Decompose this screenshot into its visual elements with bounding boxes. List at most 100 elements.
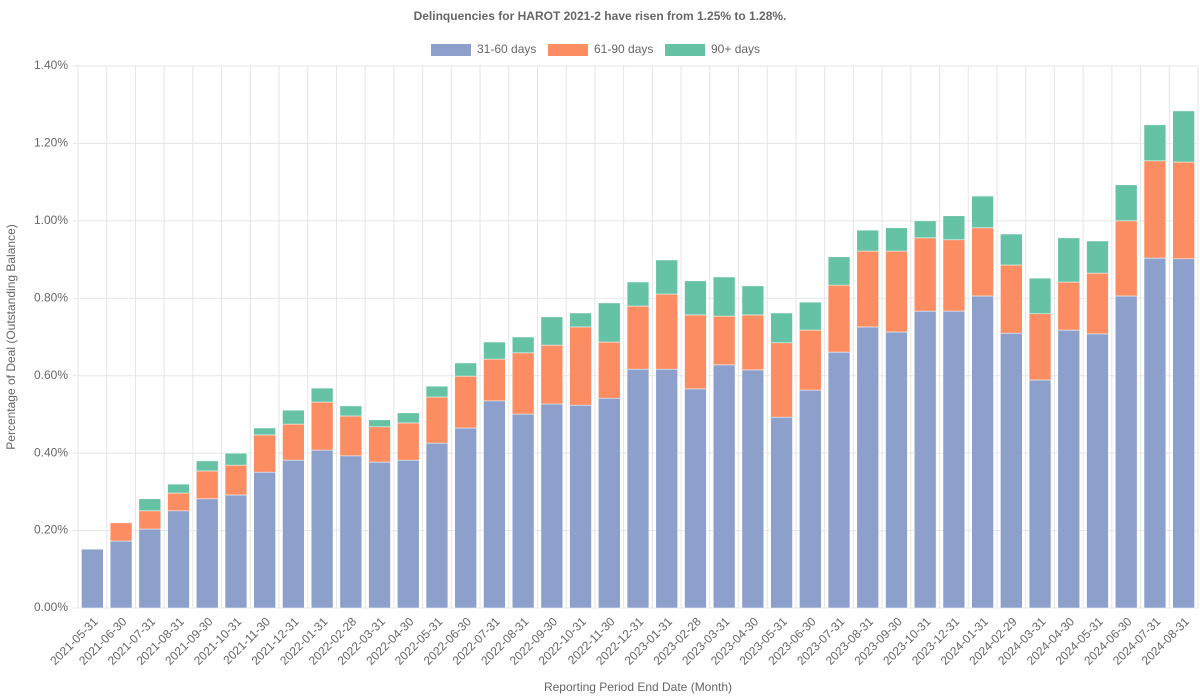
- bar-segment: [483, 400, 506, 609]
- bar-segment: [1172, 258, 1195, 609]
- bar-segment: [483, 358, 506, 402]
- bar-segment: [454, 375, 477, 429]
- bar-segment: [368, 461, 391, 609]
- bar-segment: [454, 362, 477, 377]
- bar-segment: [741, 369, 765, 609]
- bar-segment: [483, 341, 506, 360]
- bar-segment: [942, 310, 966, 609]
- bar-segment: [310, 401, 334, 451]
- bar-segment: [1143, 124, 1167, 162]
- bar-segment: [598, 302, 621, 343]
- bar-segment: [684, 280, 707, 316]
- bar-segment: [598, 341, 621, 399]
- bar-segment: [167, 510, 190, 609]
- legend-swatch[interactable]: [665, 44, 705, 56]
- bar-segment: [885, 250, 908, 333]
- bar-segment: [511, 352, 535, 415]
- bar-segment: [310, 387, 334, 403]
- bar-segment: [569, 326, 592, 406]
- bar-segment: [1000, 264, 1023, 334]
- legend-swatch[interactable]: [548, 44, 588, 56]
- bar-segment: [196, 470, 219, 500]
- bar-segment: [310, 449, 334, 609]
- bar-segment: [770, 416, 793, 609]
- y-tick-label: 1.40%: [34, 58, 68, 72]
- bar-segment: [224, 464, 248, 496]
- bar-segment: [914, 220, 937, 239]
- bar-segment: [511, 413, 535, 609]
- bar-segment: [942, 215, 966, 241]
- bar-segment: [712, 276, 736, 317]
- bar-segment: [540, 344, 564, 405]
- bar-segment: [971, 295, 994, 609]
- bar-segment: [1057, 281, 1080, 331]
- bar-segment: [425, 385, 449, 398]
- bar-segment: [942, 239, 966, 312]
- bar-segment: [684, 314, 707, 390]
- bar-segment: [1143, 257, 1167, 609]
- bar-segment: [626, 305, 650, 370]
- bar-segment: [368, 419, 391, 428]
- legend-label[interactable]: 90+ days: [711, 42, 760, 56]
- legend-label[interactable]: 31-60 days: [477, 42, 536, 56]
- bar-segment: [1086, 272, 1109, 335]
- bar-segment: [655, 293, 678, 370]
- legend-swatch[interactable]: [431, 44, 471, 56]
- bar-segment: [712, 364, 736, 609]
- bar-segment: [856, 229, 879, 252]
- bar-segment: [827, 256, 851, 286]
- bar-segment: [914, 237, 937, 312]
- bar-segment: [1086, 240, 1109, 274]
- bar-segment: [253, 471, 276, 609]
- bar-segment: [511, 336, 535, 354]
- y-tick-label: 1.00%: [34, 213, 68, 227]
- bar-segment: [81, 548, 104, 609]
- y-tick-label: 0.80%: [34, 290, 68, 304]
- y-tick-label: 0.40%: [34, 445, 68, 459]
- bar-segment: [598, 397, 621, 609]
- bar-segment: [425, 396, 449, 444]
- bar-segment: [971, 195, 994, 229]
- bar-segment: [827, 351, 851, 609]
- bar-segment: [368, 426, 391, 463]
- bar-segment: [282, 459, 305, 609]
- bar-segment: [856, 250, 879, 328]
- bar-segment: [655, 259, 678, 295]
- bar-segment: [540, 316, 564, 346]
- bar-segment: [1172, 161, 1195, 260]
- bar-segment: [684, 388, 707, 609]
- bar-segment: [1028, 313, 1052, 381]
- bar-segment: [397, 459, 420, 609]
- bar-segment: [1028, 277, 1052, 315]
- bar-segment: [626, 281, 650, 307]
- bar-segment: [339, 455, 362, 609]
- bar-segment: [167, 492, 190, 512]
- bar-segment: [196, 498, 219, 609]
- bar-segment: [109, 522, 133, 542]
- bar-segment: [454, 427, 477, 609]
- bar-segment: [569, 312, 592, 328]
- legend-label[interactable]: 61-90 days: [594, 42, 653, 56]
- bar-segment: [1000, 233, 1023, 266]
- bar-segment: [1115, 184, 1138, 222]
- bar-segment: [1028, 379, 1052, 609]
- bar-segment: [741, 285, 765, 316]
- bar-segment: [626, 368, 650, 609]
- bar-segment: [196, 460, 219, 472]
- bar-segment: [1086, 333, 1109, 609]
- bar-segment: [885, 331, 908, 609]
- x-axis-title: Reporting Period End Date (Month): [544, 680, 732, 694]
- bar-segment: [1057, 237, 1080, 283]
- bar-segment: [569, 404, 592, 609]
- bar-segment: [138, 510, 161, 530]
- y-tick-label: 0.00%: [34, 600, 68, 614]
- bar-segment: [914, 310, 937, 609]
- bar-segment: [712, 315, 736, 366]
- y-tick-label: 1.20%: [34, 136, 68, 150]
- bar-segment: [397, 422, 420, 461]
- bar-segment: [971, 227, 994, 297]
- bar-segment: [339, 415, 362, 457]
- bar-segment: [167, 483, 190, 494]
- bar-segment: [799, 301, 822, 331]
